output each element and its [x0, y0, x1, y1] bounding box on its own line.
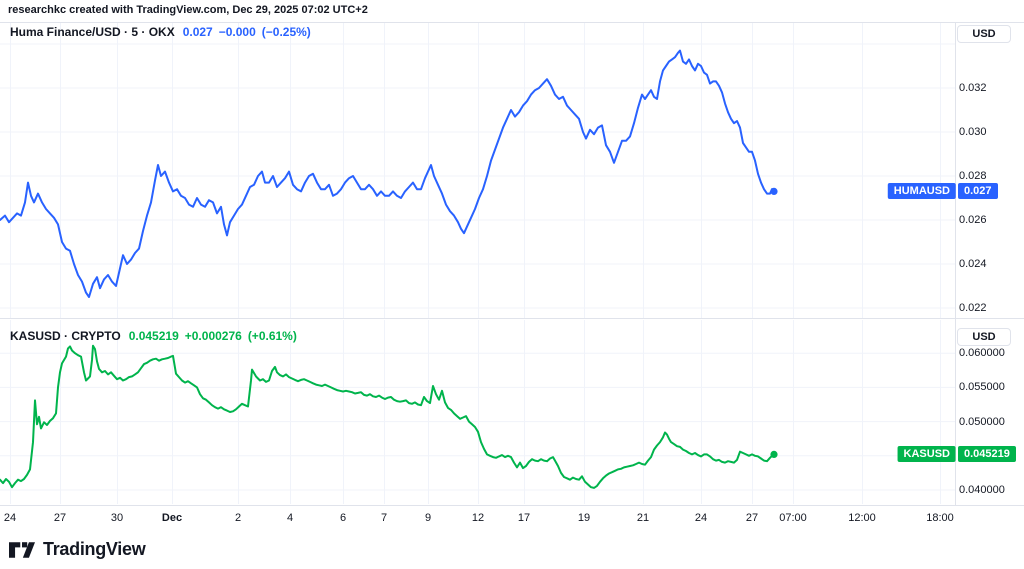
- time-tick-label: 12: [471, 512, 485, 524]
- kasusd-price-line[interactable]: [0, 344, 775, 489]
- tradingview-logo-text: TradingView: [43, 539, 146, 559]
- kasusd-price-badge: 0.045219: [958, 446, 1016, 463]
- price-tick-label: 0.022: [959, 302, 987, 314]
- tradingview-logo[interactable]: TradingView: [9, 539, 146, 560]
- time-tick-label: 27: [53, 512, 67, 524]
- humausd-price-badge: 0.027: [958, 183, 998, 200]
- time-tick-label: 7: [380, 512, 388, 524]
- attribution-text: researchkc created with TradingView.com,…: [8, 4, 368, 16]
- huma-legend: Huma Finance/USD · 5 · OKX 0.027 −0.000 (−0…: [10, 25, 311, 39]
- time-tick-label: 21: [636, 512, 650, 524]
- kasusd-last-point-marker: [770, 450, 778, 458]
- price-tick-label: 0.060000: [959, 347, 1005, 360]
- kas-change: +0.000276: [184, 329, 242, 343]
- price-tick-label: 0.032: [959, 82, 987, 94]
- price-tick-label: 0.028: [959, 170, 987, 182]
- price-tick-label: 0.040000: [959, 483, 1005, 496]
- kas-legend-title[interactable]: KASUSD · CRYPTO: [10, 329, 121, 343]
- time-tick-label: 4: [286, 512, 294, 524]
- price-tick-label: 0.055000: [959, 381, 1005, 394]
- time-tick-label: Dec: [161, 512, 183, 524]
- kasusd-symbol-badge: KASUSD: [897, 446, 956, 463]
- humausd-last-point-marker: [770, 187, 778, 195]
- time-tick-label: 12:00: [848, 512, 876, 524]
- currency-button-bottom[interactable]: USD: [957, 328, 1011, 346]
- time-tick-label: 27: [745, 512, 759, 524]
- huma-last-value: 0.027: [182, 25, 213, 39]
- kas-legend: KASUSD · CRYPTO 0.045219 +0.000276 (+0.61%): [10, 329, 297, 343]
- price-tick-label: 0.024: [959, 258, 987, 270]
- humausd-price-line[interactable]: [0, 49, 775, 298]
- time-tick-label: 9: [424, 512, 432, 524]
- time-tick-label: 19: [577, 512, 591, 524]
- time-tick-label: 30: [110, 512, 124, 524]
- tradingview-logo-icon: [9, 541, 35, 558]
- kas-last-value: 0.045219: [128, 329, 179, 343]
- price-tick-label: 0.026: [959, 214, 987, 226]
- currency-button-top[interactable]: USD: [957, 25, 1011, 43]
- time-tick-label: 2: [234, 512, 242, 524]
- huma-change-pct: (−0.25%): [261, 25, 311, 39]
- time-tick-label: 17: [517, 512, 531, 524]
- humausd-symbol-badge: HUMAUSD: [887, 183, 956, 200]
- time-tick-label: 07:00: [779, 512, 807, 524]
- time-tick-label: 18:00: [926, 512, 954, 524]
- kas-chart-pane[interactable]: [0, 319, 955, 505]
- price-tick-label: 0.050000: [959, 415, 1005, 428]
- time-tick-label: 24: [694, 512, 708, 524]
- kas-change-pct: (+0.61%): [247, 329, 297, 343]
- time-tick-label: 24: [3, 512, 17, 524]
- huma-legend-title[interactable]: Huma Finance/USD · 5 · OKX: [10, 25, 175, 39]
- huma-chart-pane[interactable]: [0, 22, 955, 319]
- time-tick-label: 6: [339, 512, 347, 524]
- price-tick-label: 0.030: [959, 126, 987, 138]
- huma-change: −0.000: [218, 25, 256, 39]
